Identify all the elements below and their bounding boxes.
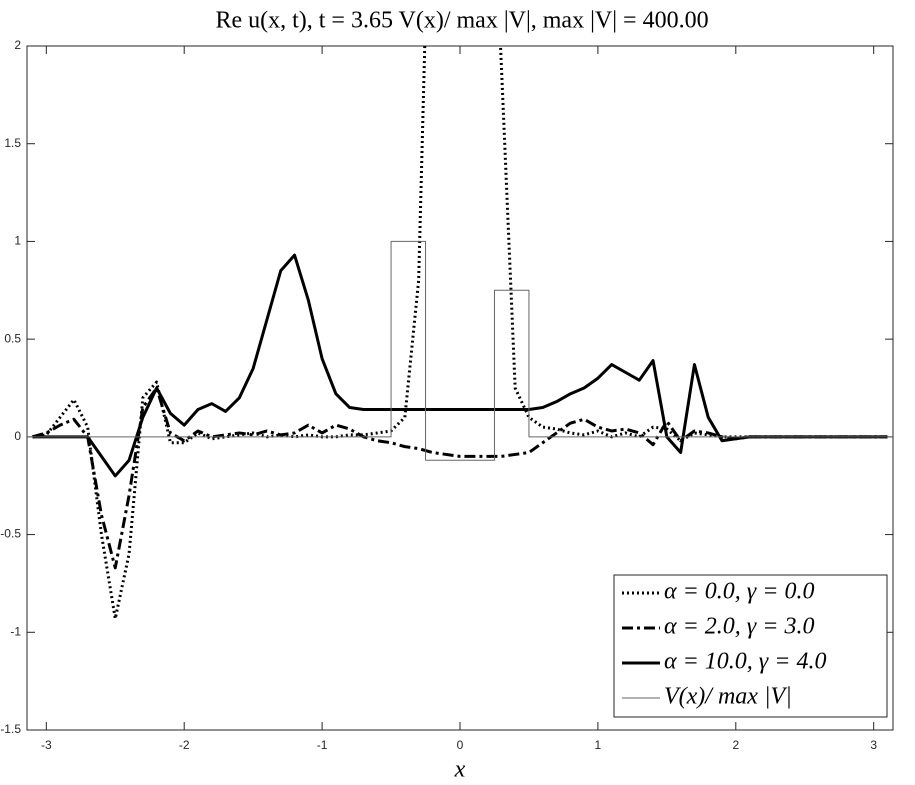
x-tick-label: -1 bbox=[317, 738, 328, 752]
legend-label: α = 0.0, γ = 0.0 bbox=[664, 579, 814, 605]
series-line bbox=[32, 46, 888, 621]
y-tick-label: 0 bbox=[14, 429, 21, 443]
y-tick-label: 1.5 bbox=[4, 136, 21, 150]
x-tick-label: 1 bbox=[595, 738, 602, 752]
y-tick-label: 2 bbox=[14, 38, 21, 52]
y-tick-label: 1 bbox=[14, 234, 21, 248]
x-tick-label: 3 bbox=[870, 738, 877, 752]
x-tick-label: -3 bbox=[41, 738, 52, 752]
series-line bbox=[32, 253, 888, 478]
chart-title: Re u(x, t), t = 3.65 V(x)/ max |V|, max … bbox=[215, 8, 708, 34]
x-axis-label: x bbox=[454, 757, 466, 783]
legend-label: α = 10.0, γ = 4.0 bbox=[664, 649, 826, 675]
series-line bbox=[27, 240, 893, 461]
x-tick-label: 0 bbox=[457, 738, 464, 752]
x-tick-label: 2 bbox=[732, 738, 739, 752]
legend-label: V(x)/ max |V| bbox=[664, 684, 792, 710]
y-tick-label: 0.5 bbox=[4, 331, 21, 345]
legend-label: α = 2.0, γ = 3.0 bbox=[664, 614, 814, 640]
legend-box bbox=[613, 574, 888, 718]
y-tick-label: -1.5 bbox=[0, 722, 21, 736]
x-tick-label: -2 bbox=[179, 738, 190, 752]
y-tick-label: -1 bbox=[10, 624, 21, 638]
y-tick-label: -0.5 bbox=[0, 527, 21, 541]
plot-area bbox=[27, 46, 893, 621]
series-line bbox=[32, 386, 888, 570]
